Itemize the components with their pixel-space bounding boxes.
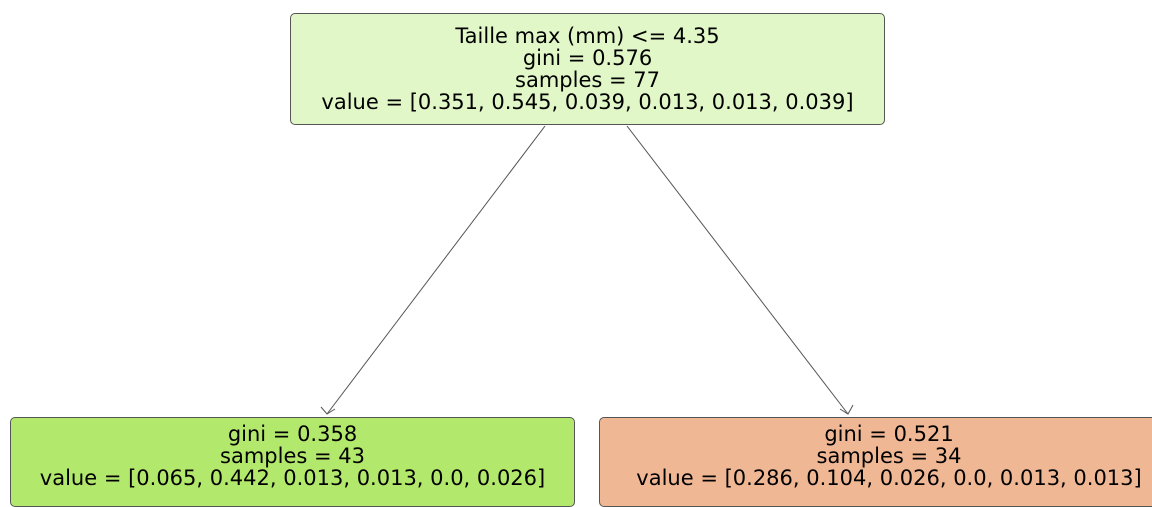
node-value: value = [0.065, 0.442, 0.013, 0.013, 0.0…	[39, 466, 546, 490]
tree-node-right: gini = 0.521 samples = 34 value = [0.286…	[599, 417, 1152, 507]
node-samples: samples = 43	[220, 444, 365, 468]
node-gini: gini = 0.521	[824, 422, 954, 446]
tree-node-left: gini = 0.358 samples = 43 value = [0.065…	[10, 417, 575, 507]
edge-root-left	[320, 125, 546, 415]
node-value: value = [0.351, 0.545, 0.039, 0.013, 0.0…	[321, 90, 854, 114]
node-samples: samples = 77	[515, 68, 660, 92]
tree-node-root: Taille max (mm) <= 4.35 gini = 0.576 sam…	[290, 13, 885, 125]
node-value: value = [0.286, 0.104, 0.026, 0.0, 0.013…	[636, 466, 1142, 490]
node-split-condition: Taille max (mm) <= 4.35	[455, 24, 720, 48]
node-gini: gini = 0.576	[522, 46, 653, 70]
node-gini: gini = 0.358	[227, 422, 358, 446]
node-samples: samples = 34	[816, 444, 962, 468]
edge-root-right	[626, 125, 854, 415]
